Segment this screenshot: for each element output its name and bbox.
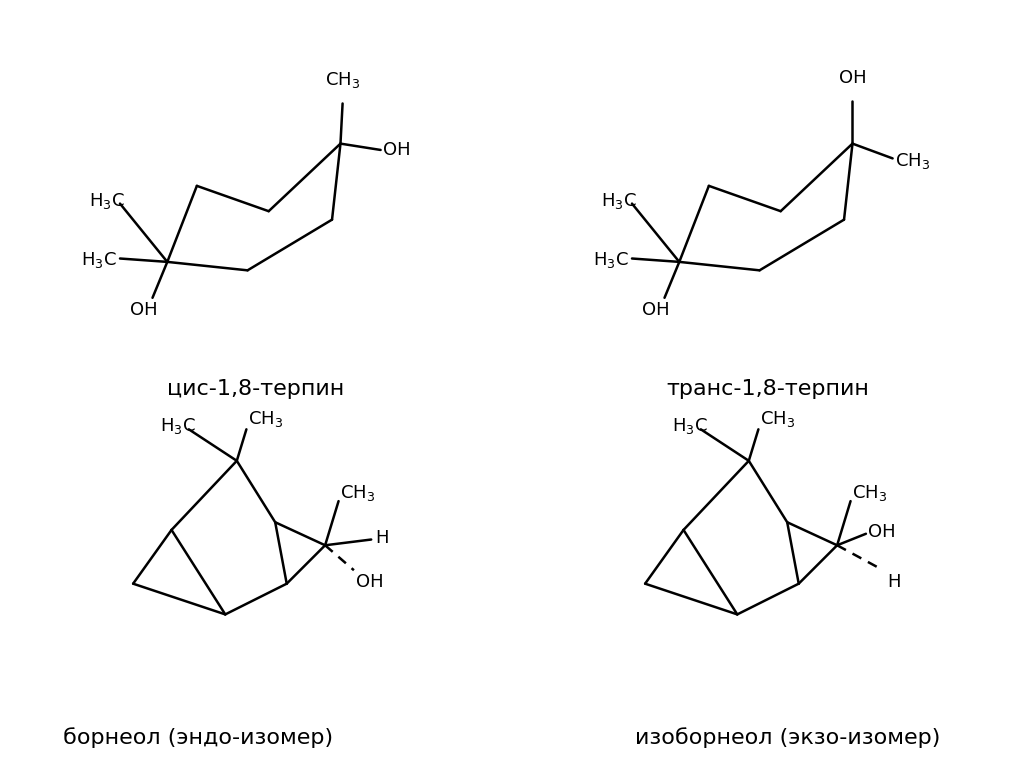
Text: транс-1,8-терпин: транс-1,8-терпин bbox=[667, 379, 869, 399]
Text: $\mathregular{CH_3}$: $\mathregular{CH_3}$ bbox=[852, 483, 888, 504]
Text: $\mathregular{H_3C}$: $\mathregular{H_3C}$ bbox=[593, 250, 629, 270]
Text: $\mathregular{H_3C}$: $\mathregular{H_3C}$ bbox=[672, 416, 708, 436]
Text: борнеол (эндо-изомер): борнеол (эндо-изомер) bbox=[63, 727, 334, 748]
Text: $\mathregular{H_3C}$: $\mathregular{H_3C}$ bbox=[601, 190, 637, 210]
Text: OH: OH bbox=[642, 302, 670, 319]
Text: H: H bbox=[887, 573, 900, 591]
Text: $\mathregular{H_3C}$: $\mathregular{H_3C}$ bbox=[160, 416, 196, 436]
Text: OH: OH bbox=[383, 141, 411, 159]
Text: H: H bbox=[375, 528, 388, 547]
Text: цис-1,8-терпин: цис-1,8-терпин bbox=[167, 379, 345, 399]
Text: OH: OH bbox=[868, 523, 895, 541]
Text: $\mathregular{CH_3}$: $\mathregular{CH_3}$ bbox=[895, 151, 930, 170]
Text: $\mathregular{CH_3}$: $\mathregular{CH_3}$ bbox=[249, 409, 284, 429]
Text: OH: OH bbox=[839, 69, 866, 87]
Text: $\mathregular{H_3C}$: $\mathregular{H_3C}$ bbox=[81, 250, 117, 270]
Text: OH: OH bbox=[356, 573, 383, 591]
Text: $\mathregular{CH_3}$: $\mathregular{CH_3}$ bbox=[760, 409, 796, 429]
Text: OH: OH bbox=[130, 302, 158, 319]
Text: изоборнеол (экзо-изомер): изоборнеол (экзо-изомер) bbox=[635, 727, 940, 748]
Text: $\mathregular{CH_3}$: $\mathregular{CH_3}$ bbox=[325, 70, 360, 91]
Text: $\mathregular{CH_3}$: $\mathregular{CH_3}$ bbox=[341, 483, 376, 504]
Text: $\mathregular{H_3C}$: $\mathregular{H_3C}$ bbox=[89, 190, 125, 210]
